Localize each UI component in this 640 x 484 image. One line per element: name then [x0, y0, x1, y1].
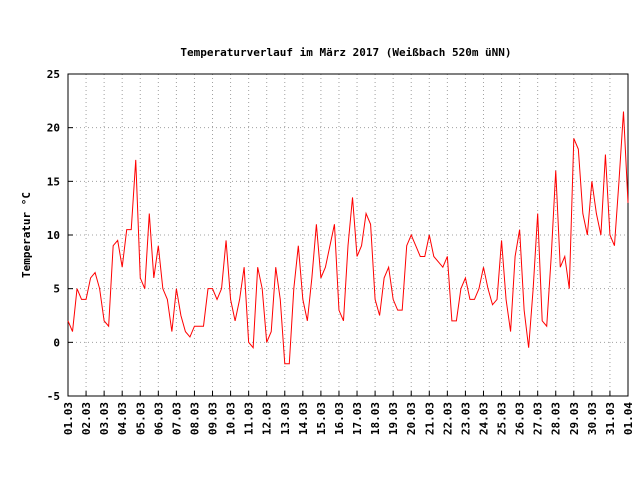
x-tick-label: 24.03 — [477, 402, 490, 435]
x-tick-label: 29.03 — [568, 402, 581, 435]
y-tick-label: 5 — [53, 283, 60, 296]
chart-title: Temperaturverlauf im März 2017 (Weißbach… — [180, 46, 511, 59]
x-tick-label: 09.03 — [207, 402, 220, 435]
x-tick-label: 03.03 — [98, 402, 111, 435]
y-tick-label: 20 — [47, 122, 60, 135]
x-tick-label: 19.03 — [387, 402, 400, 435]
y-tick-label: 15 — [47, 175, 60, 188]
x-tick-label: 07.03 — [170, 402, 183, 435]
x-tick-label: 30.03 — [586, 402, 599, 435]
y-tick-label: -5 — [47, 390, 60, 403]
x-tick-label: 06.03 — [152, 402, 165, 435]
x-tick-label: 01.03 — [62, 402, 75, 435]
x-tick-label: 27.03 — [532, 402, 545, 435]
data-line — [67, 111, 629, 365]
x-tick-label: 04.03 — [116, 402, 129, 435]
x-tick-label: 21.03 — [423, 402, 436, 435]
x-tick-label: 25.03 — [496, 402, 509, 435]
x-tick-label: 13.03 — [279, 402, 292, 435]
x-tick-label: 31.03 — [604, 402, 617, 435]
x-tick-label: 17.03 — [351, 402, 364, 435]
x-tick-label: 28.03 — [550, 402, 563, 435]
y-tick-label: 25 — [47, 68, 60, 81]
x-tick-label: 15.03 — [315, 402, 328, 435]
x-tick-label: 26.03 — [514, 402, 527, 435]
x-tick-label: 10.03 — [225, 402, 238, 435]
y-tick-label: 10 — [47, 229, 60, 242]
plot-frame — [67, 73, 629, 397]
y-axis-label: Temperatur °C — [20, 192, 33, 278]
y-tick-label: 0 — [53, 336, 60, 349]
x-tick-label: 01.04 — [622, 402, 635, 435]
x-tick-label: 23.03 — [459, 402, 472, 435]
x-tick-label: 11.03 — [243, 402, 256, 435]
x-tick-label: 14.03 — [297, 402, 310, 435]
x-tick-label: 08.03 — [188, 402, 201, 435]
x-tick-label: 18.03 — [369, 402, 382, 435]
x-tick-label: 05.03 — [134, 402, 147, 435]
x-tick-label: 02.03 — [80, 402, 93, 435]
x-tick-label: 20.03 — [405, 402, 418, 435]
x-tick-label: 16.03 — [333, 402, 346, 435]
x-tick-label: 12.03 — [261, 402, 274, 435]
x-tick-label: 22.03 — [441, 402, 454, 435]
